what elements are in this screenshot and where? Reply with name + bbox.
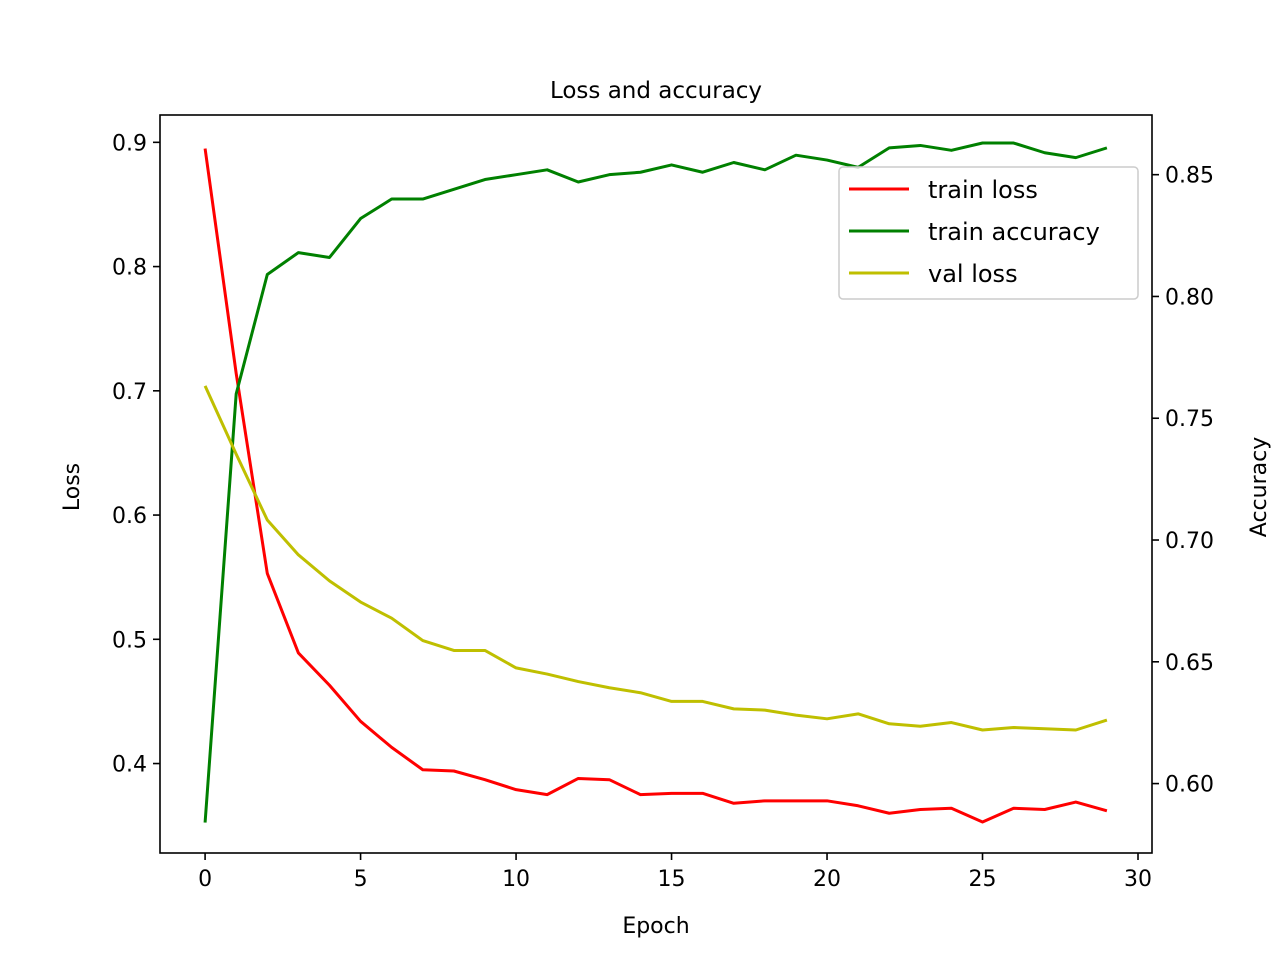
y-right-tick-label: 0.80	[1165, 285, 1214, 310]
y-right-tick-label: 0.85	[1165, 164, 1214, 189]
x-tick-label: 25	[969, 867, 997, 892]
y-right-tick-label: 0.60	[1165, 773, 1214, 798]
x-tick-label: 30	[1124, 867, 1152, 892]
legend-label-val-loss: val loss	[928, 260, 1018, 288]
y-right-tick-label: 0.75	[1165, 407, 1214, 432]
series-line-train-loss	[203, 148, 1108, 824]
x-tick-label: 10	[502, 867, 530, 892]
x-axis-label: Epoch	[622, 914, 689, 939]
series-layer	[203, 141, 1108, 824]
plot-area-frame	[159, 114, 1153, 854]
y-axis-right: 0.60 0.65 0.70 0.75 0.80 0.85	[1152, 164, 1214, 798]
legend-box	[838, 166, 1139, 300]
chart-title: Loss and accuracy	[550, 78, 762, 104]
legend: train loss train accuracy val loss	[838, 166, 1139, 300]
series-line-train-accuracy	[203, 141, 1108, 823]
y-left-tick-label: 0.7	[112, 380, 147, 405]
y-left-tick-label: 0.8	[112, 256, 147, 281]
y-left-tick-label: 0.4	[112, 753, 147, 778]
x-tick-label: 20	[813, 867, 841, 892]
x-tick-label: 0	[198, 867, 212, 892]
y-left-tick-label: 0.6	[112, 504, 147, 529]
y-left-tick-label: 0.9	[112, 131, 147, 156]
y-axis-right-label: Accuracy	[1247, 437, 1272, 537]
y-left-tick-label: 0.5	[112, 628, 147, 653]
x-tick-label: 5	[354, 867, 368, 892]
x-tick-label: 15	[658, 867, 686, 892]
y-axis-left-label: Loss	[60, 463, 85, 511]
legend-label-train-accuracy: train accuracy	[928, 218, 1100, 246]
y-axis-left: 0.4 0.5 0.6 0.7 0.8 0.9	[112, 131, 160, 778]
y-right-tick-label: 0.70	[1165, 529, 1214, 554]
series-line-val-loss	[203, 385, 1108, 732]
legend-label-train-loss: train loss	[928, 176, 1038, 204]
x-axis: 0 5 10 15 20 25 30	[198, 853, 1152, 892]
y-right-tick-label: 0.65	[1165, 651, 1214, 676]
